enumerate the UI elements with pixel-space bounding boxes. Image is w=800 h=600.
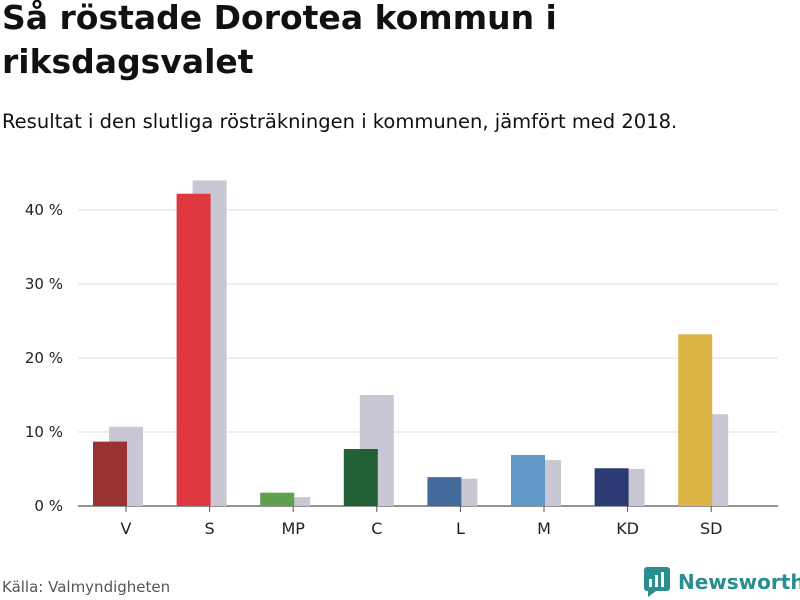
bar-2022-kd (594, 468, 629, 506)
x-tick-label: MP (281, 519, 305, 538)
x-tick-label: L (456, 519, 465, 538)
y-tick-label: 40 % (25, 201, 63, 219)
bars (93, 180, 729, 506)
bar-2022-s (176, 193, 211, 506)
x-tick-label: V (121, 519, 132, 538)
chart-title: Så röstade Dorotea kommun i riksdagsvale… (2, 0, 557, 81)
bar-2022-sd (678, 334, 713, 506)
bar-2022-l (427, 477, 462, 506)
y-tick-label: 0 % (34, 497, 63, 515)
bar-2022-mp (260, 492, 295, 506)
x-axis-ticks: V S MP C L M KD SD (121, 506, 722, 538)
y-axis-ticks: 0 % 10 % 20 % 30 % 40 % (25, 201, 63, 515)
brand-logo[interactable]: Newsworthy (644, 566, 800, 598)
x-tick-label: M (537, 519, 551, 538)
y-tick-label: 10 % (25, 423, 63, 441)
y-tick-label: 30 % (25, 275, 63, 293)
brand-name: Newsworthy (678, 570, 800, 594)
y-tick-label: 20 % (25, 349, 63, 367)
newsworthy-logo-icon (644, 567, 670, 597)
bar-2022-m (511, 454, 545, 506)
chart-subtitle: Resultat i den slutliga rösträkningen i … (2, 110, 678, 133)
x-tick-label: KD (616, 519, 639, 538)
bar-chart: 0 % 10 % 20 % 30 % 40 % V S MP C L M KD SD (25, 180, 778, 538)
x-tick-label: S (205, 519, 215, 538)
x-tick-label: C (371, 519, 382, 538)
bar-2022-v (93, 441, 127, 506)
source-note: Källa: Valmyndigheten (2, 578, 171, 596)
x-tick-label: SD (700, 519, 722, 538)
bar-2022-c (343, 449, 378, 506)
